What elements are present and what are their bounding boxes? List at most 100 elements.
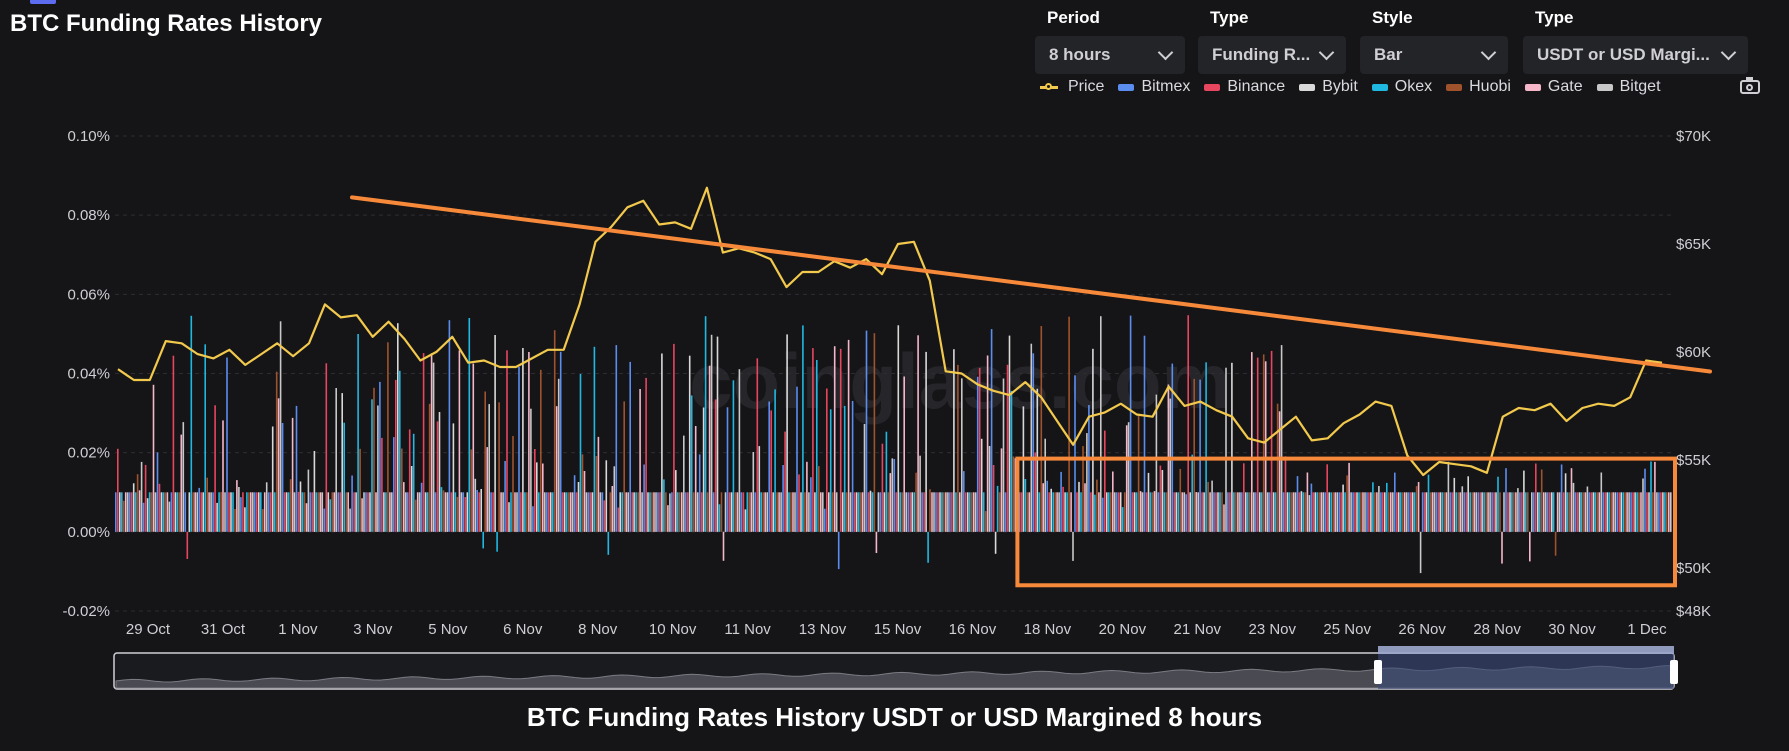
funding-bar <box>1290 492 1293 532</box>
funding-bar <box>726 407 729 532</box>
style-select[interactable]: Bar <box>1360 36 1508 74</box>
funding-bar <box>953 349 955 532</box>
legend-label: Okex <box>1394 78 1433 95</box>
funding-bar <box>1253 492 1255 532</box>
funding-bar <box>1497 476 1499 532</box>
swatch-icon <box>1118 83 1135 91</box>
funding-bar <box>1401 492 1404 532</box>
legend-item-huobi[interactable]: Huobi <box>1446 78 1511 96</box>
funding-bar <box>432 362 435 532</box>
funding-bar <box>1280 345 1283 532</box>
funding-bar <box>833 346 836 532</box>
funding-bar <box>557 378 560 532</box>
type-select[interactable]: Funding R... <box>1198 36 1346 74</box>
legend-label: Bitmex <box>1141 78 1191 95</box>
funding-bar <box>194 492 196 532</box>
funding-bar <box>1086 433 1088 532</box>
funding-bar <box>186 531 189 559</box>
funding-bar <box>675 470 677 532</box>
legend-item-bitget[interactable]: Bitget <box>1596 78 1661 96</box>
funding-bar <box>212 492 214 532</box>
funding-bar <box>1540 469 1543 532</box>
funding-bar <box>1052 492 1054 532</box>
range-navigator[interactable] <box>113 646 1678 690</box>
price-line <box>117 186 1663 477</box>
funding-bar <box>963 471 965 532</box>
resistance-trendline <box>350 195 1712 374</box>
funding-bar <box>794 492 796 532</box>
funding-bar <box>506 350 508 532</box>
funding-bar <box>859 492 862 532</box>
funding-bar <box>861 492 864 532</box>
funding-bar <box>452 423 455 532</box>
funding-bar <box>1044 438 1046 532</box>
funding-bar <box>1348 462 1350 532</box>
legend-item-price[interactable]: Price <box>1040 78 1104 96</box>
funding-bar <box>393 437 395 532</box>
period-select[interactable]: 8 hours <box>1035 36 1185 74</box>
funding-bar <box>168 501 171 532</box>
funding-bar <box>750 492 753 532</box>
funding-bar <box>1078 481 1080 532</box>
funding-bar <box>1020 492 1023 532</box>
funding-bar <box>1501 531 1503 564</box>
legend-item-okex[interactable]: Okex <box>1371 78 1433 96</box>
funding-bar <box>371 399 373 532</box>
funding-bar <box>1495 492 1497 532</box>
funding-bar <box>611 486 614 532</box>
funding-bar <box>1064 492 1066 532</box>
funding-bar <box>1433 492 1436 532</box>
funding-bar <box>315 492 318 532</box>
funding-bar <box>1260 492 1263 532</box>
funding-bar <box>1231 362 1233 532</box>
funding-bar <box>683 435 685 532</box>
funding-bar <box>150 492 153 532</box>
funding-bar <box>190 315 193 532</box>
funding-bar <box>994 531 997 554</box>
legend-item-gate[interactable]: Gate <box>1524 78 1583 96</box>
funding-bar <box>967 492 969 532</box>
funding-bar <box>406 492 409 532</box>
funding-bar <box>547 492 550 532</box>
right-axis: $70K $65K $60K $55K $50K $48K <box>1676 128 1711 620</box>
funding-bar <box>544 492 546 532</box>
funding-bar <box>738 369 741 532</box>
funding-bar <box>1538 492 1541 532</box>
funding-bar <box>1294 492 1297 532</box>
funding-bar <box>303 492 306 532</box>
x-tick-label: 25 Nov <box>1323 621 1371 638</box>
funding-bar <box>1338 492 1340 532</box>
funding-bar <box>446 492 449 532</box>
funding-bar <box>786 334 788 532</box>
funding-bar <box>1453 477 1456 532</box>
funding-bar <box>665 492 667 532</box>
funding-bar <box>891 458 894 532</box>
funding-bar <box>1286 492 1289 532</box>
funding-bar <box>542 463 544 532</box>
funding-bar <box>633 492 635 532</box>
funding-bar <box>180 434 183 532</box>
funding-bar <box>847 339 850 532</box>
funding-bar <box>226 357 228 532</box>
funding-bar <box>1483 492 1485 532</box>
legend-item-binance[interactable]: Binance <box>1204 78 1285 96</box>
camera-icon[interactable] <box>1740 77 1760 94</box>
legend-item-bybit[interactable]: Bybit <box>1299 78 1358 96</box>
funding-bar <box>667 505 669 532</box>
style-value: Bar <box>1374 45 1403 64</box>
funding-bar <box>583 471 586 532</box>
funding-bar <box>935 492 937 532</box>
page-title: BTC Funding Rates History <box>10 10 323 37</box>
funding-bar <box>1396 492 1398 532</box>
funding-bar <box>1473 492 1475 532</box>
funding-bar <box>1656 492 1658 532</box>
funding-bar <box>1155 394 1158 532</box>
margin-type-select[interactable]: USDT or USD Margi... <box>1523 36 1748 74</box>
funding-bar <box>573 475 576 532</box>
funding-bar <box>1382 492 1384 532</box>
legend-item-bitmex[interactable]: Bitmex <box>1118 78 1190 96</box>
funding-bar <box>1608 492 1610 532</box>
funding-bar <box>1104 430 1106 532</box>
funding-bar <box>941 492 943 532</box>
funding-bar <box>567 492 570 532</box>
